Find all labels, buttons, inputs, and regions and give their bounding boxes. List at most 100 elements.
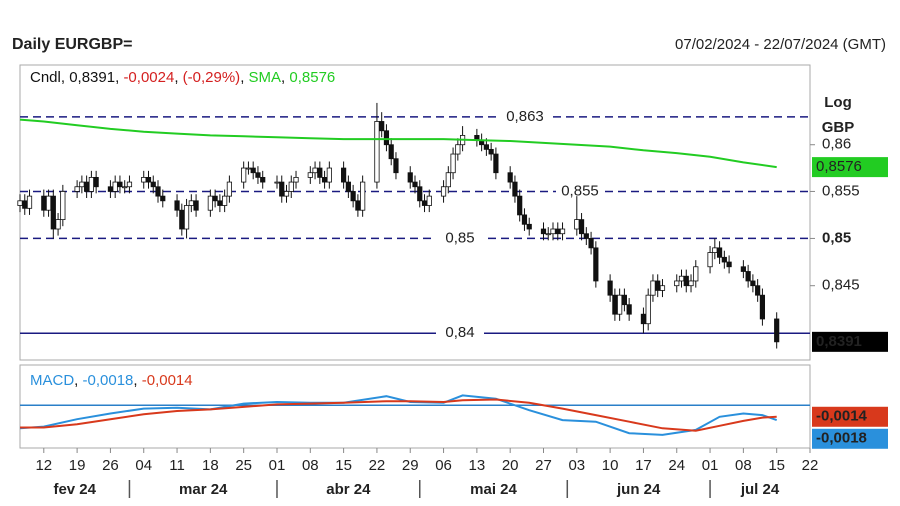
- candle-body: [174, 200, 180, 211]
- candle-body: [617, 294, 623, 315]
- x-tick-label: 13: [469, 457, 486, 474]
- legend: Cndl, 0,8391, -0,0024, (-0,29%), SMA, 0,…: [30, 69, 335, 86]
- candle-body: [412, 181, 418, 188]
- candle-body: [488, 148, 494, 155]
- legend-item: -0,0014: [142, 372, 193, 389]
- x-tick-label: 22: [369, 457, 386, 474]
- last-value-label: 0,8576: [816, 158, 862, 175]
- legend-separator: ,: [61, 69, 69, 86]
- x-tick-label: 10: [602, 457, 619, 474]
- candle-body: [393, 158, 399, 174]
- legend-item: 0,8576: [289, 69, 335, 86]
- last-value-box: [812, 428, 888, 449]
- candle-body: [179, 209, 185, 230]
- candle-body: [545, 233, 551, 236]
- legend: MACD, -0,0018, -0,0014: [30, 372, 193, 389]
- last-value-box: [812, 157, 888, 178]
- candle-body: [341, 167, 347, 183]
- candle-body: [79, 181, 85, 188]
- candle-body: [155, 186, 161, 197]
- legend-separator: ,: [133, 372, 141, 389]
- month-label: jul 24: [740, 481, 780, 498]
- candle-body: [22, 200, 28, 209]
- x-tick-label: 03: [568, 457, 585, 474]
- macd-panel: [19, 364, 811, 449]
- line-series: [20, 398, 777, 432]
- candle-body: [188, 200, 194, 206]
- candle-body: [426, 195, 432, 206]
- legend-separator: ,: [240, 69, 248, 86]
- legend-item: Cndl: [30, 69, 61, 86]
- candle-body: [17, 200, 23, 206]
- last-value-box: [812, 406, 888, 427]
- candle-body: [659, 285, 666, 291]
- month-label: mar 24: [179, 481, 228, 498]
- candle-body: [84, 181, 90, 192]
- y-tick-label: 0,855: [822, 182, 860, 199]
- x-tick-label: 20: [502, 457, 519, 474]
- level-label: 0,855: [561, 182, 599, 199]
- candle-body: [550, 228, 556, 235]
- candle-body: [355, 200, 361, 211]
- candle-body: [593, 247, 599, 282]
- legend-item: -0,0018: [83, 372, 134, 389]
- candle-body: [60, 191, 66, 221]
- candle-body: [245, 167, 252, 170]
- candle-body: [383, 130, 390, 146]
- candle-body: [350, 191, 356, 202]
- date-range: 07/02/2024 - 22/07/2024 (GMT): [675, 36, 886, 53]
- x-tick-label: 08: [302, 457, 319, 474]
- candle-body: [274, 181, 280, 184]
- candle-body: [688, 280, 694, 287]
- candle-body: [517, 195, 523, 216]
- line-series: [19, 118, 777, 169]
- chart-title: Daily EURGBP=: [12, 36, 132, 53]
- candle-body: [455, 144, 461, 155]
- legend-item: 0,8391: [69, 69, 115, 86]
- candle-body: [421, 200, 428, 206]
- x-tick-label: 15: [768, 457, 785, 474]
- x-tick-label: 12: [35, 457, 52, 474]
- candle-body: [293, 176, 299, 183]
- candle-body: [241, 167, 247, 183]
- x-tick-label: 04: [135, 457, 152, 474]
- candle-body: [260, 176, 266, 183]
- candle-body: [650, 280, 656, 296]
- last-close-box: [812, 331, 888, 352]
- legend-item: MACD: [30, 372, 74, 389]
- candle-body: [583, 233, 589, 239]
- last-value-label: -0,0018: [816, 430, 867, 447]
- candle-body: [122, 186, 128, 189]
- candle-body: [107, 186, 114, 192]
- level-label-bg: [436, 323, 484, 344]
- price-panel: [19, 64, 811, 361]
- candle-body: [388, 144, 394, 160]
- candle-body: [88, 176, 94, 192]
- candle-body: [559, 228, 566, 235]
- month-label: fev 24: [53, 481, 96, 498]
- candle-body: [117, 181, 123, 188]
- legend-item: SMA: [249, 69, 282, 86]
- last-close-label: 0,8391: [816, 333, 862, 350]
- legend-separator: ,: [74, 372, 82, 389]
- candle-body: [217, 200, 223, 206]
- candle-body: [674, 280, 680, 287]
- candle-body: [74, 186, 80, 192]
- legend-separator: ,: [174, 69, 182, 86]
- candle-body: [759, 294, 766, 320]
- candle-body: [626, 304, 632, 315]
- x-tick-label: 01: [269, 457, 286, 474]
- candle-body: [721, 256, 727, 263]
- candle-body: [540, 228, 547, 235]
- candle-body: [507, 172, 513, 183]
- last-value-label: -0,0014: [816, 408, 868, 425]
- level-label: 0,84: [445, 324, 474, 341]
- y-tick-label: 0,86: [822, 136, 851, 153]
- candle-body: [678, 275, 685, 282]
- candle-body: [712, 247, 718, 253]
- candle-body: [417, 186, 423, 202]
- month-label: jun 24: [616, 481, 661, 498]
- candle-body: [407, 172, 413, 183]
- x-tick-label: 22: [802, 457, 819, 474]
- candle-body: [440, 186, 447, 197]
